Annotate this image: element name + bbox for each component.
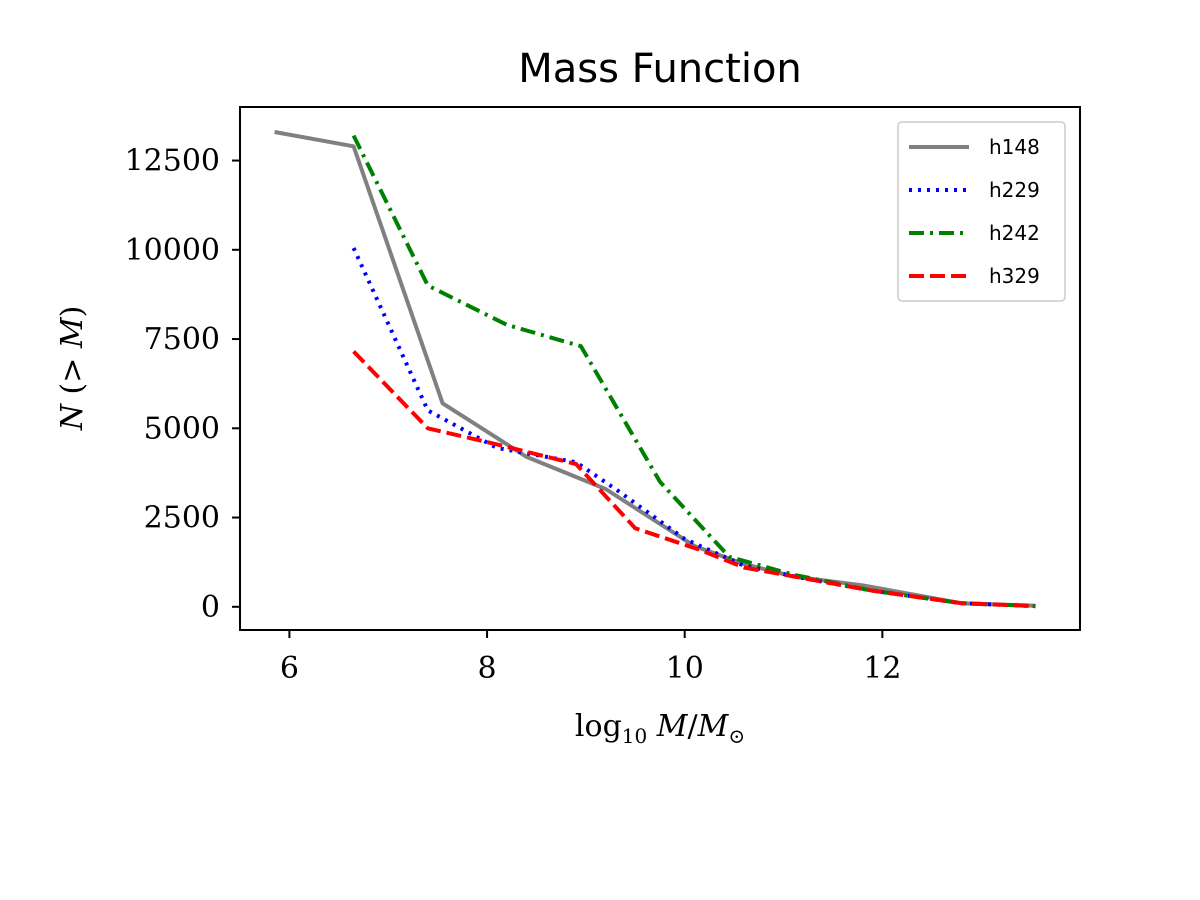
legend: h148 h229 h242 h329 (897, 121, 1066, 302)
y-axis-ticks: 0 2500 5000 7500 10000 12500 (125, 144, 240, 625)
legend-label-h148: h148 (989, 135, 1040, 159)
plot-frame (239, 106, 1081, 631)
y-tick-label: 7500 (144, 322, 220, 357)
y-tick-label: 0 (201, 590, 220, 625)
series-layer (274, 130, 1036, 609)
series-line-h329 (352, 350, 1036, 609)
series-line-h229 (351, 247, 1036, 609)
x-tick-label: 6 (280, 651, 299, 686)
x-tick-label: 12 (863, 651, 901, 686)
y-tick-label: 2500 (144, 501, 220, 536)
y-axis-label: N (> M) (55, 306, 90, 432)
legend-label-h229: h229 (989, 178, 1040, 202)
legend-box (897, 121, 1066, 302)
x-axis-ticks: 6 8 10 12 (280, 630, 901, 686)
y-tick-label: 12500 (125, 144, 220, 179)
legend-label-h329: h329 (989, 264, 1040, 288)
legend-label-h242: h242 (989, 221, 1040, 245)
y-tick-label: 5000 (144, 411, 220, 446)
x-tick-label: 8 (478, 651, 497, 686)
chart-title: Mass Function (518, 46, 802, 92)
y-tick-label: 10000 (125, 233, 220, 268)
x-axis-label: log10 M/M⊙ (575, 709, 745, 748)
x-tick-label: 10 (666, 651, 704, 686)
